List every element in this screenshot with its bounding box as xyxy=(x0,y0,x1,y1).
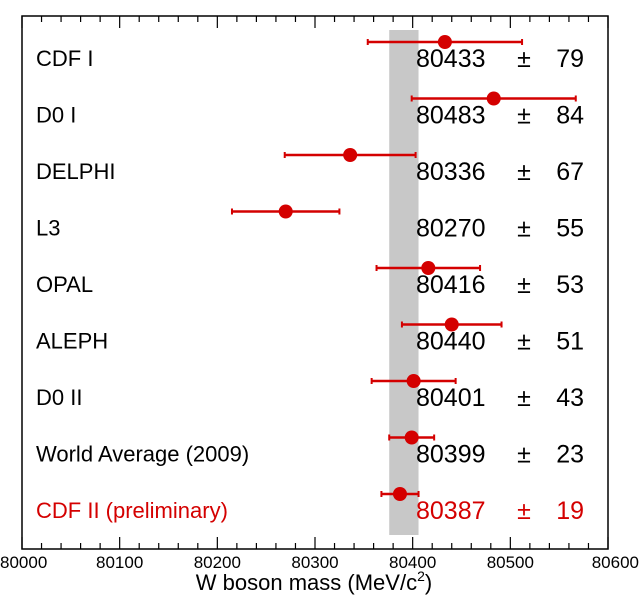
x-tick-label: 80500 xyxy=(487,553,534,572)
measurement-value: 80270 xyxy=(416,215,486,243)
measurement-error: 19 xyxy=(556,497,584,525)
measurement-value: 80401 xyxy=(416,384,486,412)
measurement-label: CDF II (preliminary) xyxy=(36,498,228,523)
measurement-row: CDF II (preliminary) 80387 ±19 xyxy=(36,487,584,525)
measurement-row: DELPHI 80336 ±67 xyxy=(36,148,584,186)
data-point xyxy=(421,261,436,275)
measurement-row: D0 I 80483 ±84 xyxy=(36,91,584,130)
data-point xyxy=(444,317,459,332)
measurement-value: 80399 xyxy=(416,441,486,469)
world-average-band xyxy=(389,30,419,535)
measurement-error: 55 xyxy=(556,215,584,243)
plus-minus-symbol: ± xyxy=(517,102,531,130)
x-tick-label: 80200 xyxy=(194,553,241,572)
measurement-row: L3 80270 ±55 xyxy=(36,204,584,243)
x-axis-title: W boson mass (MeV/c2) xyxy=(196,568,432,595)
measurement-value: 80387 xyxy=(416,497,486,525)
measurement-row: OPAL 80416 ±53 xyxy=(36,261,584,299)
measurement-value: 80440 xyxy=(416,328,486,356)
x-tick-label: 80600 xyxy=(592,553,639,572)
measurement-marks: CDF I 80433 ±79 D0 I 80483 ±84 DELPHI 80336 ±67 L… xyxy=(36,35,584,525)
data-point xyxy=(406,374,421,388)
measurement-label: D0 I xyxy=(36,103,76,128)
measurement-label: L3 xyxy=(36,216,60,241)
plus-minus-symbol: ± xyxy=(517,215,531,243)
x-tick-label: 80300 xyxy=(291,553,338,572)
plot-frame xyxy=(21,15,609,550)
plus-minus-symbol: ± xyxy=(517,158,531,186)
data-point xyxy=(404,430,419,445)
measurement-error: 23 xyxy=(556,441,584,469)
measurement-row: World Average (2009) 80399 ±23 xyxy=(36,430,584,469)
measurement-error: 51 xyxy=(556,328,584,356)
measurement-error: 53 xyxy=(556,271,584,299)
measurement-label: OPAL xyxy=(36,272,93,297)
measurement-label: DELPHI xyxy=(36,159,115,184)
x-axis: 80000 80100 80200 80300 80400 80500 80600 xyxy=(0,16,639,572)
plus-minus-symbol: ± xyxy=(517,384,531,412)
measurement-value: 80416 xyxy=(416,271,486,299)
measurement-error: 79 xyxy=(556,45,584,73)
measurement-label: D0 II xyxy=(36,385,82,410)
x-tick-label: 80000 xyxy=(0,553,47,572)
data-point xyxy=(343,148,358,162)
plus-minus-symbol: ± xyxy=(517,271,531,299)
x-tick-label: 80100 xyxy=(96,553,143,572)
plus-minus-symbol: ± xyxy=(517,497,531,525)
x-axis-title-superscript: 2 xyxy=(417,568,425,584)
measurement-row: ALEPH 80440 ±51 xyxy=(36,317,584,356)
measurement-row: CDF I 80433 ±79 xyxy=(36,35,584,73)
plus-minus-symbol: ± xyxy=(517,441,531,469)
x-tick-label: 80400 xyxy=(389,553,436,572)
plus-minus-symbol: ± xyxy=(517,45,531,73)
x-axis-title-close: ) xyxy=(425,570,432,595)
measurement-value: 80483 xyxy=(416,102,486,130)
measurement-error: 67 xyxy=(556,158,584,186)
measurement-value: 80433 xyxy=(416,45,486,73)
data-point xyxy=(437,35,452,49)
plus-minus-symbol: ± xyxy=(517,328,531,356)
measurement-error: 43 xyxy=(556,384,584,412)
data-point xyxy=(392,487,407,501)
data-point xyxy=(278,204,293,219)
measurement-label: CDF I xyxy=(36,46,93,71)
measurement-value: 80336 xyxy=(416,158,486,186)
data-point xyxy=(486,91,501,106)
measurement-label: World Average (2009) xyxy=(36,442,249,467)
measurement-error: 84 xyxy=(556,102,584,130)
measurement-label: ALEPH xyxy=(36,329,108,354)
measurement-row: D0 II 80401 ±43 xyxy=(36,374,584,412)
